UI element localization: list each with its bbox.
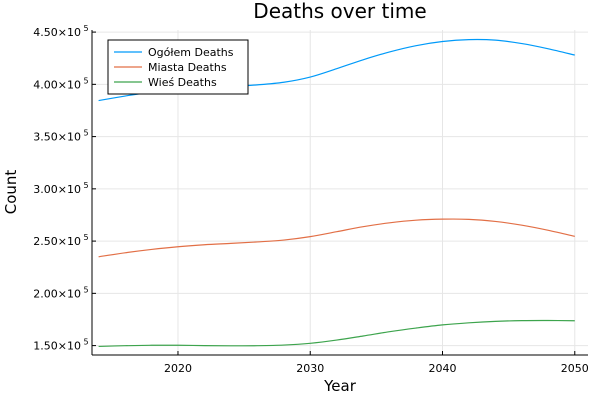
y-tick-exponent: 5	[83, 181, 88, 190]
chart-title: Deaths over time	[253, 0, 426, 23]
x-tick-label: 2030	[296, 362, 324, 375]
series-line-2	[98, 319, 575, 348]
y-tick-label: 3.00×10	[33, 183, 81, 196]
legend: Ogółem Deaths Miasta Deaths Wieś Deaths	[107, 39, 249, 95]
x-axis-label: Year	[323, 377, 357, 395]
x-tick-label: 2050	[561, 362, 589, 375]
y-tick-label: 4.00×10	[33, 78, 81, 91]
y-tick-exponent: 5	[83, 285, 88, 294]
y-tick-label: 2.50×10	[33, 235, 81, 248]
y-tick-label: 4.50×10	[33, 26, 81, 39]
y-tick-label: 3.50×10	[33, 131, 81, 144]
y-tick-exponent: 5	[83, 338, 88, 347]
legend-label-1: Miasta Deaths	[148, 61, 227, 74]
y-tick-exponent: 5	[83, 76, 88, 85]
y-axis-label: Count	[2, 170, 20, 215]
y-tick-exponent: 5	[83, 24, 88, 33]
legend-label-0: Ogółem Deaths	[148, 46, 234, 59]
y-tick-label: 1.50×10	[33, 340, 81, 353]
x-tick-label: 2040	[429, 362, 457, 375]
series-line-1	[98, 218, 575, 258]
y-tick-exponent: 5	[83, 233, 88, 242]
x-tick-label: 2020	[164, 362, 192, 375]
legend-label-2: Wieś Deaths	[148, 76, 217, 89]
y-tick-label: 2.00×10	[33, 287, 81, 300]
y-tick-exponent: 5	[83, 129, 88, 138]
